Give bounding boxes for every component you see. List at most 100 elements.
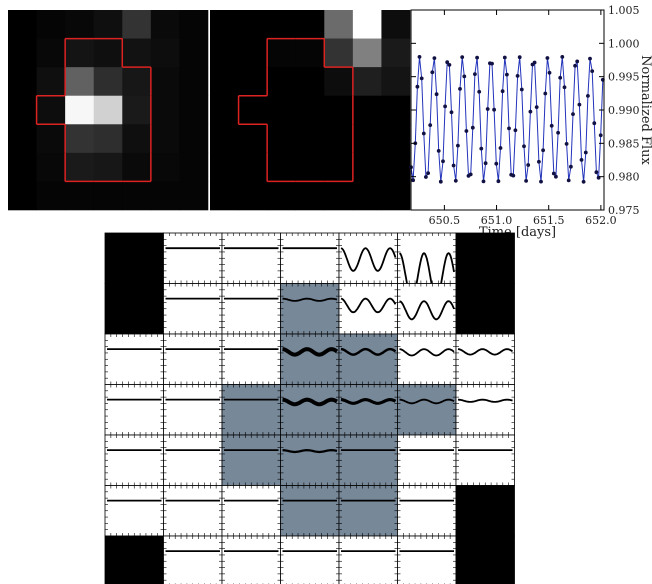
lc-x-tick-label: 652.0 bbox=[585, 214, 617, 227]
image-pixel bbox=[122, 10, 152, 39]
lc-data-point bbox=[421, 131, 426, 136]
pixel-cell bbox=[163, 333, 223, 385]
lc-data-point bbox=[462, 74, 467, 79]
image-pixel bbox=[65, 10, 95, 39]
lc-y-tick-label: 0.985 bbox=[608, 137, 640, 150]
lc-y-tick-label: 0.980 bbox=[608, 171, 640, 184]
diff-pixel bbox=[381, 95, 411, 125]
pixel-cell bbox=[104, 333, 164, 385]
lc-data-point bbox=[541, 148, 545, 153]
lc-data-point bbox=[558, 75, 563, 80]
pixel-cell bbox=[455, 384, 515, 436]
pixel-cell bbox=[163, 283, 223, 335]
image-pixel bbox=[179, 152, 209, 182]
lc-data-point bbox=[458, 87, 462, 91]
image-pixel bbox=[65, 67, 95, 97]
pixel-cell bbox=[280, 232, 340, 284]
lc-data-point bbox=[569, 164, 573, 169]
lc-data-point bbox=[417, 55, 422, 59]
lc-data-point bbox=[549, 123, 554, 128]
lc-data-point bbox=[545, 56, 550, 60]
pixel-cell bbox=[163, 384, 223, 436]
diff-pixel bbox=[381, 38, 411, 68]
lc-data-point bbox=[443, 104, 447, 109]
lc-data-point bbox=[460, 55, 465, 59]
image-pixel bbox=[8, 38, 37, 68]
diff-pixel bbox=[210, 181, 239, 211]
lc-data-point bbox=[517, 55, 522, 60]
diff-pixel bbox=[381, 124, 411, 154]
lc-data-point bbox=[590, 69, 595, 73]
image-pixel bbox=[150, 124, 180, 154]
pixel-cell bbox=[163, 434, 223, 486]
lc-data-point bbox=[473, 72, 477, 76]
image-pixel bbox=[150, 95, 180, 125]
lc-data-point bbox=[588, 56, 592, 61]
lc-data-point bbox=[556, 130, 560, 135]
diff-pixel bbox=[295, 152, 325, 182]
target-pixel-image bbox=[8, 10, 209, 211]
pixel-cell bbox=[104, 384, 164, 436]
lc-data-point bbox=[507, 126, 511, 131]
lc-data-point bbox=[528, 109, 533, 114]
pixel-cell bbox=[221, 485, 281, 537]
image-pixel bbox=[36, 38, 66, 68]
pixel-lightcurve bbox=[399, 398, 455, 405]
lc-data-point bbox=[519, 87, 524, 92]
lc-data-point bbox=[447, 63, 452, 67]
image-pixel bbox=[93, 95, 123, 125]
image-pixel bbox=[36, 10, 66, 39]
diff-pixel bbox=[295, 67, 325, 97]
diff-pixel bbox=[267, 152, 297, 182]
diff-pixel bbox=[352, 95, 382, 125]
lc-data-point bbox=[481, 179, 486, 184]
lc-data-point bbox=[441, 159, 445, 164]
diff-pixel bbox=[324, 10, 354, 39]
lc-data-point bbox=[524, 179, 528, 183]
image-pixel bbox=[122, 181, 152, 211]
lc-data-point bbox=[434, 92, 439, 97]
difference-image bbox=[210, 10, 411, 211]
lc-data-point bbox=[453, 178, 458, 183]
pixel-cell bbox=[280, 283, 340, 335]
image-pixel bbox=[8, 181, 37, 211]
lc-data-point bbox=[500, 89, 505, 94]
image-pixel bbox=[36, 95, 66, 125]
image-pixel bbox=[150, 152, 180, 182]
image-pixel bbox=[93, 124, 123, 154]
diff-pixel bbox=[210, 124, 239, 154]
pixel-cell bbox=[338, 232, 398, 284]
diff-pixel bbox=[295, 181, 325, 211]
diff-pixel bbox=[267, 95, 297, 125]
pixel-lightcurve bbox=[457, 348, 513, 356]
diff-pixel bbox=[295, 95, 325, 125]
pixel-lightcurve bbox=[340, 398, 397, 405]
diff-pixel bbox=[238, 124, 268, 154]
lc-x-tick-label: 650.5 bbox=[429, 214, 461, 227]
image-pixel bbox=[122, 152, 152, 182]
pixel-cell bbox=[397, 283, 457, 335]
image-pixel bbox=[93, 10, 123, 39]
pixel-cell bbox=[221, 384, 281, 436]
lc-data-point bbox=[419, 76, 424, 81]
pixel-cell bbox=[221, 535, 281, 584]
pixel-lightcurve bbox=[282, 448, 338, 454]
pixel-lightcurve bbox=[399, 300, 455, 321]
pixel-cell bbox=[104, 232, 164, 284]
diff-pixel bbox=[381, 67, 411, 97]
image-pixel bbox=[150, 181, 180, 211]
image-pixel bbox=[122, 124, 152, 154]
lc-data-point bbox=[577, 102, 582, 107]
image-pixel bbox=[122, 67, 152, 97]
lc-data-point bbox=[522, 144, 526, 149]
diff-pixel bbox=[267, 124, 297, 154]
diff-pixel bbox=[210, 10, 239, 39]
lc-data-point bbox=[494, 161, 499, 166]
lc-data-point bbox=[424, 175, 428, 179]
diff-pixel bbox=[210, 95, 239, 125]
image-pixel bbox=[65, 124, 95, 154]
diff-pixel bbox=[210, 152, 239, 182]
pixel-cell bbox=[455, 283, 515, 335]
lc-data-point bbox=[543, 91, 548, 96]
lc-data-point bbox=[449, 110, 454, 115]
